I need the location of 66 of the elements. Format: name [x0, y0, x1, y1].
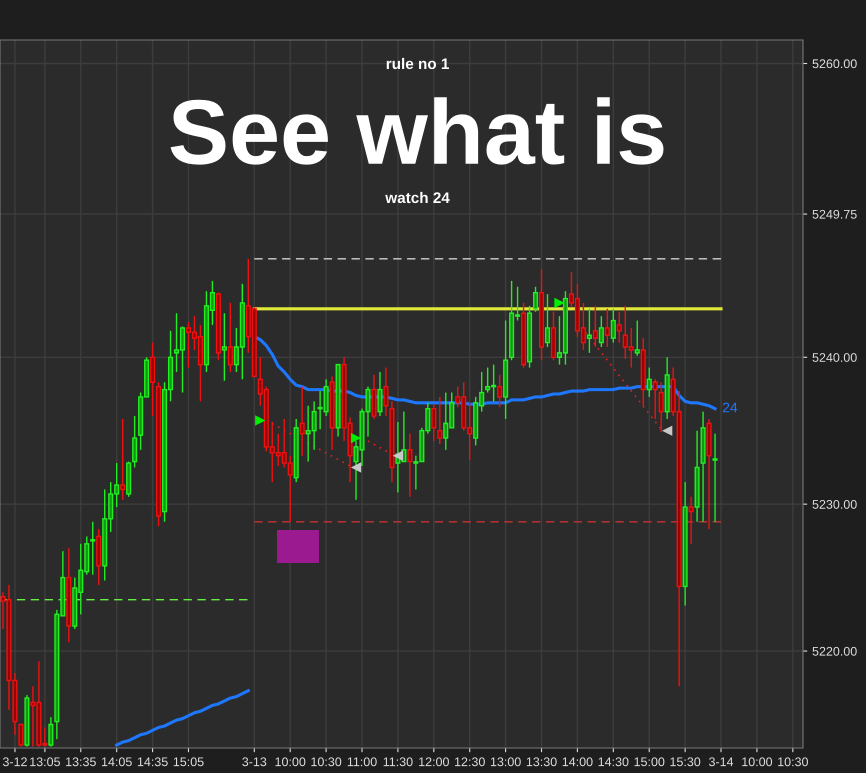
text: rule no 1 — [386, 58, 449, 70]
candlestick — [431, 404, 436, 442]
candlestick — [658, 382, 664, 433]
candlestick — [90, 521, 96, 576]
candlestick — [120, 418, 126, 500]
x-tick-label: 14:05 — [102, 757, 132, 766]
x-tick-label: 15:30 — [670, 757, 700, 766]
candlestick — [598, 315, 604, 348]
x-tick-label: 15:05 — [174, 757, 204, 766]
candlestick — [586, 308, 592, 354]
x-tick-label: 15:00 — [634, 757, 664, 766]
candlestick — [497, 374, 502, 408]
candlestick — [48, 716, 54, 748]
annotation: 24 — [722, 402, 738, 412]
x-tick-label: 14:35 — [138, 757, 168, 766]
x-tick-label: 13:05 — [30, 757, 60, 766]
annotation: watch 24 — [385, 192, 450, 204]
point — [554, 298, 565, 308]
chart-title: See what is — [170, 97, 664, 165]
candlestick — [646, 366, 652, 398]
y-tick-label: 5260.00 — [812, 59, 857, 68]
x-tick-label: 10:00 — [276, 757, 306, 766]
candlestick — [407, 432, 412, 498]
point — [662, 426, 672, 436]
x-tick-label: 12:00 — [419, 757, 449, 766]
x-tick-label: 10:00 — [742, 757, 772, 766]
point — [350, 432, 362, 444]
y-tick-label: 5249.75 — [812, 210, 857, 219]
y-tick-label: 5230.00 — [812, 500, 857, 509]
candlestick — [544, 293, 550, 348]
candlestick — [610, 308, 616, 344]
candlestick — [377, 371, 383, 417]
line-series — [115, 689, 250, 747]
x-tick-label: 13:00 — [490, 757, 521, 766]
candlestick — [604, 308, 610, 348]
x-tick-label: 11:30 — [384, 757, 413, 766]
candlestick — [688, 496, 694, 545]
x-tick-label: 13:35 — [66, 757, 96, 766]
candlestick — [18, 724, 24, 748]
x-tick-label: 14:00 — [562, 757, 593, 766]
x-tick-label: 3-12 — [2, 757, 27, 766]
x-tick-label: 3-13 — [242, 757, 266, 766]
candlestick — [222, 312, 227, 382]
x-tick-label: 10:30 — [311, 757, 342, 766]
candlestick — [532, 286, 538, 312]
y-tick-label: 5240.00 — [812, 353, 857, 362]
x-tick-label: 12:30 — [455, 757, 485, 766]
y-tick-label: 5220.00 — [812, 646, 857, 656]
x-tick-label: 13:30 — [526, 757, 557, 766]
point — [350, 462, 362, 473]
candlestick — [652, 378, 658, 420]
candlestick — [437, 396, 442, 445]
candlestick — [712, 432, 718, 522]
point — [392, 450, 404, 461]
x-tick-label: 14:30 — [598, 757, 628, 766]
candlestick — [383, 366, 388, 417]
x-tick-label: 3-14 — [708, 757, 734, 766]
candlestick — [228, 302, 233, 373]
x-tick-label: 10:30 — [778, 757, 808, 766]
candlestick — [132, 415, 138, 468]
point — [255, 415, 266, 426]
x-tick-label: 11:00 — [348, 757, 377, 766]
candlestick — [592, 305, 598, 348]
candlestick — [634, 320, 640, 357]
candlestick — [616, 311, 622, 344]
candlestick — [300, 386, 305, 456]
